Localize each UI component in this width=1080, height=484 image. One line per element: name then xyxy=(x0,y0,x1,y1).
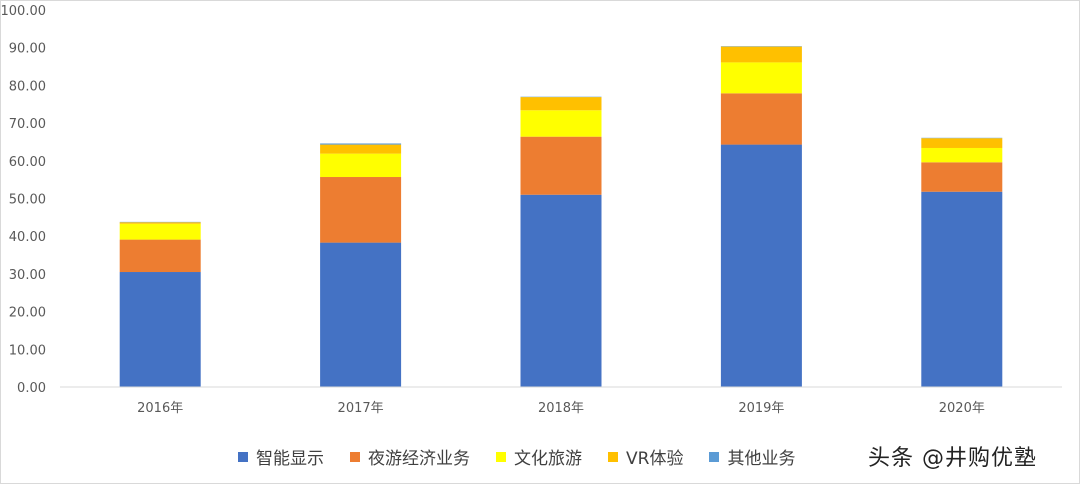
y-tick-label: 0.00 xyxy=(17,381,46,396)
y-tick-label: 70.00 xyxy=(9,117,46,132)
watermark: 头条 @井购优塾 xyxy=(868,446,1037,471)
legend-item: 其他业务 xyxy=(709,444,795,469)
legend-item: VR体验 xyxy=(608,444,683,469)
legend-label: 智能显示 xyxy=(256,449,324,469)
y-tick-label: 30.00 xyxy=(9,268,46,283)
bar-segment xyxy=(520,97,602,111)
bar-segment xyxy=(520,136,602,195)
y-axis: 0.00 10.00 20.00 30.00 40.00 50.00 60.00 70.00 8… xyxy=(1,4,47,396)
bars xyxy=(119,46,1003,387)
bar-segment xyxy=(119,272,201,387)
legend-swatch xyxy=(350,451,360,462)
legend-label: 夜游经济业务 xyxy=(368,449,470,469)
bar-segment xyxy=(119,239,201,273)
bar-segment xyxy=(921,147,1003,163)
bar-segment xyxy=(921,138,1003,148)
bar-segment xyxy=(720,144,802,387)
legend-swatch xyxy=(608,451,618,462)
x-tick-label: 2018年 xyxy=(538,401,584,416)
legend-label: VR体验 xyxy=(626,449,684,469)
legend-swatch xyxy=(238,451,248,462)
bar-segment xyxy=(320,143,402,145)
bar-segment xyxy=(720,46,802,63)
y-tick-label: 80.00 xyxy=(9,79,46,94)
bar-segment xyxy=(320,242,402,387)
legend-swatch xyxy=(709,451,720,462)
legend-item: 智能显示 xyxy=(238,444,324,469)
bar-segment xyxy=(320,177,402,243)
x-tick-label: 2020年 xyxy=(939,401,985,416)
y-tick-label: 100.00 xyxy=(1,4,47,19)
legend-label: 其他业务 xyxy=(727,449,796,469)
bar-segment xyxy=(320,153,402,178)
bar-segment xyxy=(720,93,802,145)
bar-segment xyxy=(921,191,1003,387)
y-tick-label: 20.00 xyxy=(9,306,46,321)
y-tick-label: 60.00 xyxy=(9,155,46,170)
y-tick-label: 90.00 xyxy=(9,42,46,57)
legend-item: 夜游经济业务 xyxy=(350,444,470,469)
y-tick-label: 40.00 xyxy=(9,230,46,245)
bar-segment xyxy=(921,162,1003,192)
bar-segment xyxy=(320,144,402,154)
y-tick-label: 50.00 xyxy=(9,193,46,208)
bar-segment xyxy=(520,194,602,387)
y-tick-label: 10.00 xyxy=(9,343,46,358)
legend-swatch xyxy=(496,451,506,462)
bar-segment xyxy=(119,222,201,224)
x-tick-label: 2016年 xyxy=(137,401,183,416)
x-tick-label: 2019年 xyxy=(738,401,784,416)
bar-segment xyxy=(119,223,201,240)
bar-segment xyxy=(720,62,802,94)
legend: 智能显示 夜游经济业务 文化旅游 VR体验 其他业务 xyxy=(238,444,795,469)
x-tick-label: 2017年 xyxy=(338,401,384,416)
legend-label: 文化旅游 xyxy=(514,449,582,469)
bar-segment xyxy=(520,110,602,137)
legend-item: 文化旅游 xyxy=(496,444,582,469)
x-axis: 2016年 2017年 2018年 2019年 2020年 xyxy=(137,401,985,416)
